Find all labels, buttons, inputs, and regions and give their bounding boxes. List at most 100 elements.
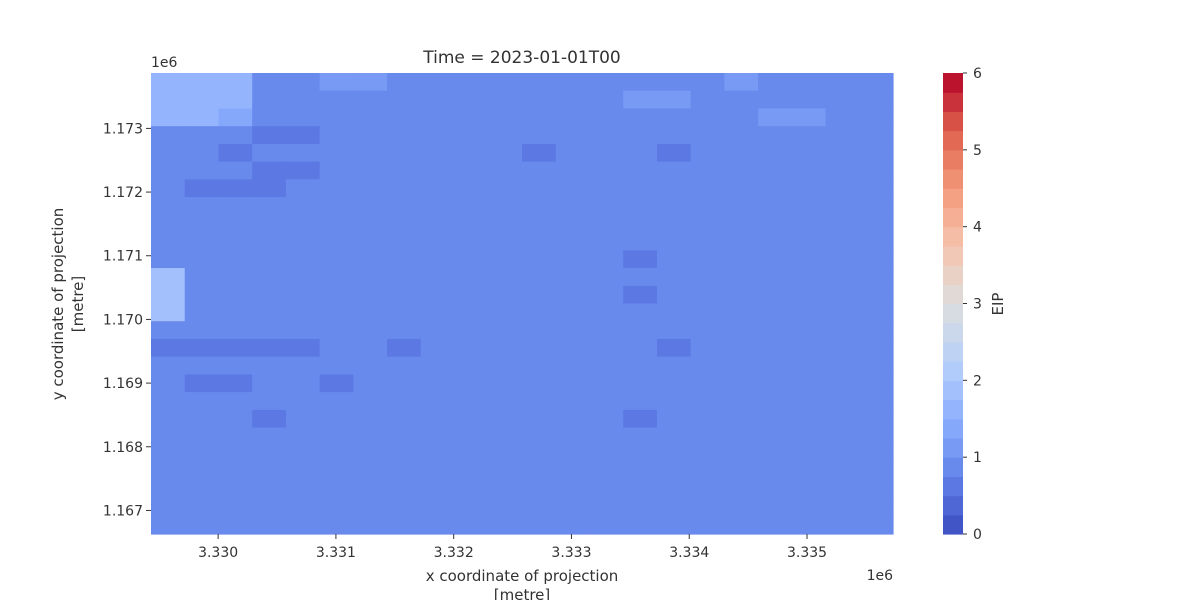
heatmap-cell (758, 161, 793, 180)
heatmap-cell (825, 285, 860, 305)
heatmap-cell (151, 480, 186, 500)
heatmap-cell (454, 516, 489, 535)
heatmap-cell (555, 409, 591, 429)
heatmap-cell (522, 338, 557, 358)
heatmap-cell (690, 321, 725, 340)
heatmap-cell (252, 179, 287, 198)
heatmap-cell (387, 356, 422, 376)
heatmap-cell (488, 250, 523, 269)
heatmap-cell (488, 498, 523, 517)
heatmap-cell (555, 374, 591, 393)
heatmap-cell (454, 268, 489, 287)
heatmap-cell (791, 338, 827, 358)
heatmap-cell (420, 197, 456, 216)
heatmap-cell (353, 303, 388, 322)
heatmap-cell (285, 392, 321, 411)
heatmap-cell (758, 143, 793, 163)
heatmap-cell (218, 268, 253, 287)
heatmap-cell (690, 303, 725, 322)
heatmap-cell (656, 161, 692, 180)
heatmap-cell (387, 73, 422, 92)
heatmap-cell (555, 445, 591, 464)
heatmap-cell (623, 463, 658, 482)
heatmap-cell (859, 143, 894, 163)
heatmap-cell (184, 197, 220, 216)
heatmap-cell (488, 374, 523, 393)
heatmap-cell (218, 108, 253, 127)
heatmap-cell (724, 197, 759, 216)
heatmap-cell (454, 161, 489, 180)
colorbar-tick-label: 2 (973, 373, 982, 389)
heatmap-cell (690, 409, 725, 429)
heatmap-cell (488, 338, 523, 358)
heatmap-cell (724, 374, 759, 393)
heatmap-cell (589, 374, 624, 393)
heatmap-cell (420, 392, 456, 411)
heatmap-cell (791, 321, 827, 340)
heatmap-cell (488, 480, 523, 500)
heatmap-cell (758, 463, 793, 482)
heatmap-cell (184, 427, 220, 446)
x-offset-label: 1e6 (867, 568, 894, 584)
heatmap-cell (454, 321, 489, 340)
heatmap-cell (825, 197, 860, 216)
heatmap-cell (859, 179, 894, 198)
y-offset-label: 1e6 (151, 55, 178, 71)
heatmap-cell (623, 427, 658, 446)
y-tick-label: 1.173 (103, 121, 143, 137)
heatmap-cell (151, 285, 186, 305)
heatmap-cell (285, 126, 321, 145)
heatmap-cell (724, 321, 759, 340)
heatmap-cell (758, 250, 793, 269)
heatmap-cell (758, 285, 793, 305)
heatmap-cell (420, 108, 456, 127)
heatmap-cell (522, 516, 557, 535)
heatmap-cell (488, 197, 523, 216)
heatmap-cell (353, 480, 388, 500)
heatmap-cell (252, 303, 287, 322)
heatmap-cell (420, 268, 456, 287)
heatmap-cell (488, 90, 523, 110)
heatmap-cell (623, 161, 658, 180)
heatmap-cell (690, 250, 725, 269)
heatmap-cell (825, 232, 860, 251)
heatmap-cell (791, 374, 827, 393)
heatmap-cell (825, 480, 860, 500)
heatmap-cell (724, 392, 759, 411)
heatmap-cell (285, 445, 321, 464)
heatmap-cell (151, 374, 186, 393)
heatmap-cell (758, 445, 793, 464)
heatmap-cell (758, 409, 793, 429)
heatmap-cell (420, 90, 456, 110)
heatmap-cell (420, 338, 456, 358)
heatmap-cell (454, 126, 489, 145)
heatmap-cell (353, 445, 388, 464)
heatmap-cell (724, 498, 759, 517)
heatmap-cell (184, 214, 220, 234)
heatmap-cell (791, 232, 827, 251)
heatmap-cell (758, 179, 793, 198)
heatmap-cell (387, 498, 422, 517)
heatmap-cell (656, 409, 692, 429)
heatmap-cells (151, 73, 894, 535)
heatmap-cell (724, 338, 759, 358)
heatmap-cell (252, 161, 287, 180)
heatmap-cell (387, 197, 422, 216)
heatmap-cell (488, 179, 523, 198)
heatmap-cell (184, 392, 220, 411)
heatmap-cell (656, 268, 692, 287)
heatmap-cell (420, 303, 456, 322)
heatmap-cell (623, 90, 658, 110)
heatmap-cell (522, 285, 557, 305)
heatmap-cell (488, 445, 523, 464)
heatmap-cell (151, 303, 186, 322)
heatmap-cell (184, 73, 220, 92)
heatmap-cell (420, 427, 456, 446)
heatmap-cell (218, 427, 253, 446)
heatmap-cell (690, 356, 725, 376)
heatmap-cell (285, 73, 321, 92)
heatmap-cell (859, 285, 894, 305)
heatmap-cell (387, 214, 422, 234)
heatmap-cell (825, 161, 860, 180)
heatmap-cell (724, 268, 759, 287)
